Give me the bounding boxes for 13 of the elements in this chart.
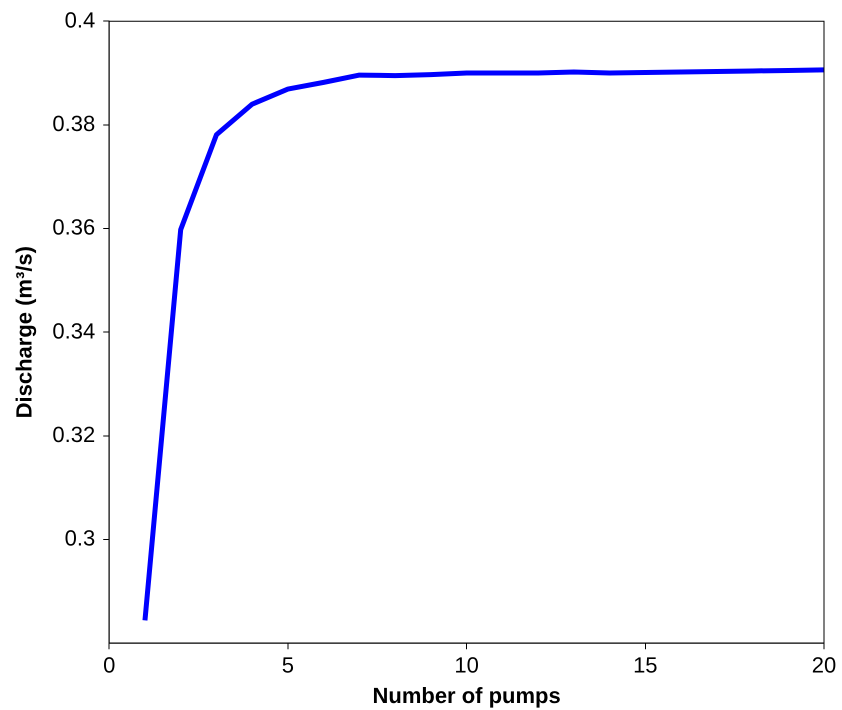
y-tick-label: 0.36: [52, 214, 96, 240]
x-axis-title: Number of pumps: [372, 682, 561, 708]
y-axis-title: Discharge (m³/s): [11, 246, 36, 418]
y-tick-label: 0.4: [64, 7, 96, 32]
x-tick-label: 0: [103, 652, 116, 678]
x-tick-label: 10: [454, 652, 479, 678]
y-tick-label: 0.34: [52, 318, 96, 344]
x-tick-label: 15: [633, 652, 658, 678]
y-tick-label: 0.32: [52, 422, 96, 447]
x-tick-label: 5: [282, 652, 294, 678]
x-tick-label: 20: [812, 652, 836, 678]
y-tick-label: 0.38: [52, 110, 96, 136]
y-tick-label: 0.3: [64, 526, 96, 551]
